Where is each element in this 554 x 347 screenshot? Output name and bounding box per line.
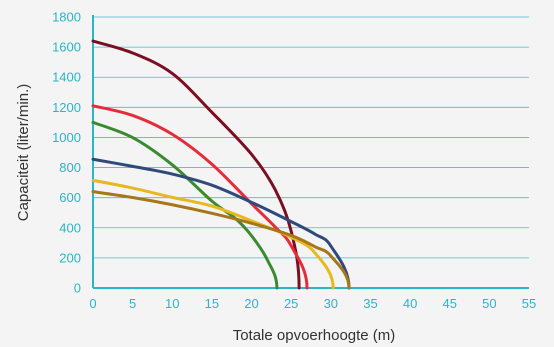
x-tick-label: 45 bbox=[442, 296, 456, 311]
x-tick-label: 10 bbox=[165, 296, 179, 311]
y-axis-title: Capaciteit (liter/min.) bbox=[15, 84, 32, 222]
x-axis-title: Totale opvoerhoogte (m) bbox=[233, 327, 396, 344]
series-line-6 bbox=[93, 192, 349, 288]
x-tick-label: 55 bbox=[522, 296, 536, 311]
x-tick-label: 0 bbox=[89, 296, 96, 311]
x-tick-label: 15 bbox=[205, 296, 219, 311]
y-tick-label: 1400 bbox=[52, 70, 81, 85]
series-line-4 bbox=[93, 159, 349, 288]
x-tick-label: 35 bbox=[363, 296, 377, 311]
y-tick-label: 200 bbox=[59, 250, 81, 265]
y-tick-label: 1600 bbox=[52, 40, 81, 55]
x-tick-label: 20 bbox=[244, 296, 258, 311]
y-tick-label: 400 bbox=[59, 220, 81, 235]
x-tick-label: 40 bbox=[403, 296, 417, 311]
y-tick-label: 1200 bbox=[52, 100, 81, 115]
x-tick-label: 5 bbox=[129, 296, 136, 311]
x-tick-label: 25 bbox=[284, 296, 298, 311]
y-tick-label: 1800 bbox=[52, 10, 81, 25]
x-tick-label: 30 bbox=[324, 296, 338, 311]
y-tick-label: 600 bbox=[59, 190, 81, 205]
x-tick-label: 50 bbox=[482, 296, 496, 311]
series-line-3 bbox=[93, 122, 277, 288]
y-tick-label: 0 bbox=[74, 281, 81, 296]
y-tick-label: 1000 bbox=[52, 130, 81, 145]
y-tick-label: 800 bbox=[59, 160, 81, 175]
